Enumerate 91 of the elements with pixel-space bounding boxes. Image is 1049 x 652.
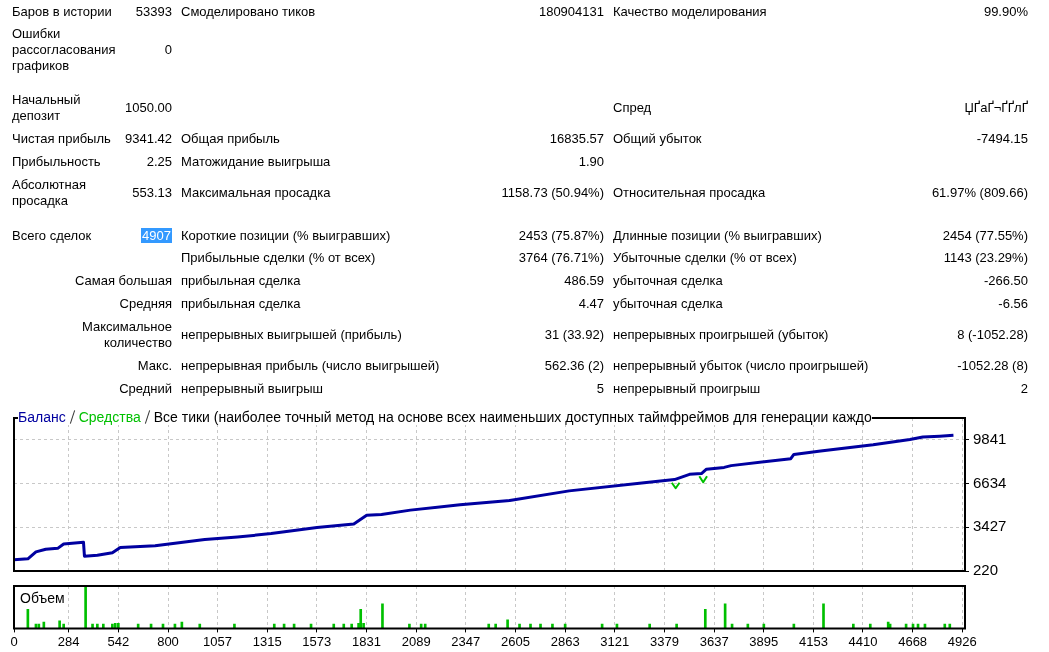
- text: непрерывных проигрышей (убыток): [613, 327, 829, 343]
- text: 1143 (23.29%): [943, 250, 1028, 266]
- text: 53393: [135, 4, 172, 20]
- text: Ошибки рассогласования графиков: [12, 26, 116, 74]
- x-tick-label: 2605: [501, 633, 530, 649]
- text: непрерывный убыток (число проигрышей): [613, 358, 869, 374]
- text: -266.50: [983, 273, 1028, 289]
- text: Начальный депозит: [12, 92, 82, 124]
- text: Баров в истории: [12, 4, 112, 20]
- text: 16835.57: [549, 131, 604, 147]
- x-tick-label: 284: [57, 633, 80, 649]
- x-tick-label: 542: [107, 633, 130, 649]
- text: непрерывный проигрыш: [613, 381, 761, 397]
- text: Чистая прибыль: [12, 131, 111, 147]
- text: Средний: [119, 381, 172, 397]
- text: Относительная просадка: [613, 185, 766, 201]
- text: Прибыльные сделки (% от всех): [181, 250, 376, 266]
- text: Прибыльность: [12, 154, 101, 170]
- x-tick-label: 3379: [650, 633, 679, 649]
- text: непрерывная прибыль (число выигрышей): [181, 358, 440, 374]
- x-tick-label: 1057: [203, 633, 232, 649]
- text: 31 (33.92): [544, 327, 604, 343]
- y-tick-label: 3427: [973, 517, 1007, 535]
- text: -7494.15: [976, 131, 1028, 147]
- text: Максимальное количество: [81, 319, 172, 351]
- text: Самая большая: [74, 273, 172, 289]
- x-tick-label: 4668: [898, 633, 928, 649]
- text: 486.59: [564, 273, 604, 289]
- text: убыточная сделка: [613, 296, 723, 312]
- text: 9341.42: [125, 131, 172, 147]
- text: 2.25: [146, 154, 172, 170]
- x-tick-label: 4410: [848, 633, 878, 649]
- x-tick-label: 1315: [252, 633, 282, 649]
- x-tick-label: 2347: [451, 633, 481, 649]
- text: 1158.73 (50.94%): [501, 185, 604, 201]
- text: 4.47: [578, 296, 604, 312]
- text: прибыльная сделка: [181, 296, 301, 312]
- text: Смоделировано тиков: [181, 4, 316, 20]
- text: убыточная сделка: [613, 273, 723, 289]
- x-tick-label: 0: [10, 633, 18, 649]
- text: непрерывный выигрыш: [181, 381, 324, 397]
- text: 2: [1020, 381, 1028, 397]
- y-tick-label: 220: [973, 561, 999, 579]
- text: Качество моделирования: [613, 4, 767, 20]
- text: 8 (-1052.28): [957, 327, 1028, 343]
- text: Короткие позиции (% выигравших): [181, 228, 391, 244]
- x-tick-label: 3121: [600, 633, 630, 649]
- text: 562.36 (2): [544, 358, 604, 374]
- text: непрерывных выигрышей (прибыль): [181, 327, 402, 343]
- x-tick-label: 1573: [302, 633, 332, 649]
- x-tick-label: 2863: [550, 633, 580, 649]
- x-tick-label: 2089: [401, 633, 431, 649]
- text: Общий убыток: [613, 131, 702, 147]
- text: Абсолютная просадка: [12, 177, 87, 209]
- text: Баланс: [18, 409, 66, 425]
- text: 99.90%: [983, 4, 1028, 20]
- text: Макс.: [137, 358, 172, 374]
- text: -6.56: [998, 296, 1028, 312]
- x-tick-label: 4926: [947, 633, 977, 649]
- x-tick-label: 4153: [799, 633, 828, 649]
- text: 1050.00: [125, 100, 172, 116]
- text: 1.90: [578, 154, 604, 170]
- text: 4907: [141, 228, 172, 243]
- text: 61.97% (809.66): [931, 185, 1028, 201]
- x-tick-label: 3895: [749, 633, 779, 649]
- text: 2454 (77.55%): [942, 228, 1028, 244]
- text: 5: [596, 381, 604, 397]
- text: Убыточные сделки (% от всех): [613, 250, 797, 266]
- text: 0: [164, 42, 172, 58]
- x-tick-label: 3637: [699, 633, 729, 649]
- y-tick-label: 9841: [973, 429, 1007, 447]
- text: Средства: [78, 409, 141, 425]
- text: 553.13: [132, 185, 172, 201]
- x-tick-label: 1831: [352, 633, 381, 649]
- text: Максимальная просадка: [181, 185, 331, 201]
- text: Средняя: [119, 296, 172, 312]
- y-tick-label: 6634: [973, 473, 1007, 491]
- text: прибыльная сделка: [181, 273, 301, 289]
- text: ЏҐаҐ¬ҐҐлҐ: [964, 100, 1028, 116]
- text: Всего сделок: [12, 228, 92, 244]
- text: Общая прибыль: [181, 131, 280, 147]
- text: Спред: [613, 100, 652, 116]
- chart-title: Все тики (наиболее точный метод на основе всех наименьших доступных таймфреймов для генерации каждо: [153, 409, 872, 425]
- text: Матожидание выигрыша: [181, 154, 331, 170]
- x-tick-label: 800: [157, 633, 179, 649]
- chart-title: Объем: [20, 590, 65, 606]
- text: 2453 (75.87%): [518, 228, 604, 244]
- text: -1052.28 (8): [957, 358, 1028, 374]
- text: 180904131: [538, 4, 604, 20]
- text: Длинные позиции (% выигравших): [613, 228, 822, 244]
- text: 3764 (76.71%): [518, 250, 604, 266]
